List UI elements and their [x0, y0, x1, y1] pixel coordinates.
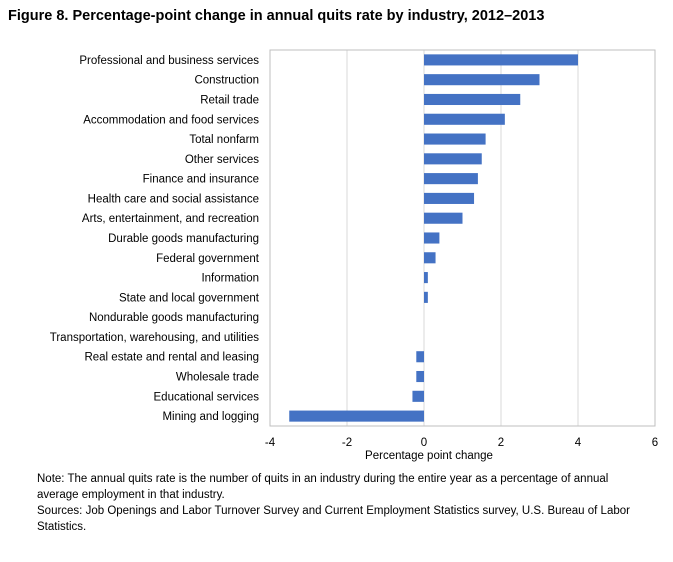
category-label: Educational services	[154, 391, 260, 403]
bar	[424, 272, 428, 284]
gridlines	[346, 50, 579, 426]
figure-title: Figure 8. Percentage-point change in ann…	[8, 8, 545, 24]
category-label: Retail trade	[200, 94, 259, 106]
category-labels: Professional and business services Constr…	[50, 55, 260, 423]
x-axis-title: Percentage point change	[365, 450, 493, 462]
x-tick-label: 6	[652, 437, 658, 449]
category-label: Information	[201, 273, 259, 285]
bar	[424, 74, 540, 86]
bar	[424, 212, 463, 224]
bar	[424, 113, 505, 125]
bar	[424, 153, 482, 165]
category-label: Nondurable goods manufacturing	[89, 312, 259, 324]
bar	[424, 173, 478, 185]
category-label: Durable goods manufacturing	[108, 233, 259, 245]
category-label: Wholesale trade	[176, 372, 259, 384]
bar	[424, 232, 440, 244]
x-tick-label: 2	[498, 437, 504, 449]
x-tick-label: -4	[265, 437, 276, 449]
bar-chart: Professional and business services Constr…	[50, 49, 658, 462]
category-label: Federal government	[156, 253, 260, 265]
x-tick-label: 4	[575, 437, 582, 449]
bar	[412, 390, 424, 402]
category-label: Mining and logging	[162, 411, 259, 423]
category-label: Real estate and rental and leasing	[84, 352, 259, 364]
bar	[424, 133, 486, 145]
x-tick-label: -2	[342, 437, 352, 449]
tick-labels: -4 -2 0 2 4 6	[265, 437, 658, 449]
category-label: Transportation, warehousing, and utiliti…	[50, 332, 259, 344]
bar	[424, 93, 521, 106]
bar	[416, 370, 424, 383]
x-tick-label: 0	[421, 437, 427, 449]
bar	[424, 291, 428, 303]
category-label: Arts, entertainment, and recreation	[82, 213, 259, 225]
category-label: Professional and business services	[79, 55, 259, 67]
bar	[424, 192, 475, 204]
sources-text: Sources: Job Openings and Labor Turnover…	[37, 505, 630, 533]
category-label: State and local government	[119, 292, 260, 304]
category-label: Accommodation and food services	[83, 114, 259, 126]
note-text: Note: The annual quits rate is the numbe…	[37, 473, 609, 501]
bars	[289, 54, 578, 422]
category-label: Construction	[194, 75, 259, 87]
category-label: Health care and social assistance	[88, 193, 259, 205]
notes: Note: The annual quits rate is the numbe…	[37, 471, 647, 535]
bar	[416, 351, 424, 363]
bar	[424, 54, 578, 66]
category-label: Total nonfarm	[189, 134, 259, 146]
plot-frame	[269, 49, 656, 427]
category-label: Other services	[185, 154, 259, 166]
bar	[424, 252, 436, 264]
category-label: Finance and insurance	[143, 174, 259, 186]
bar	[289, 410, 424, 422]
